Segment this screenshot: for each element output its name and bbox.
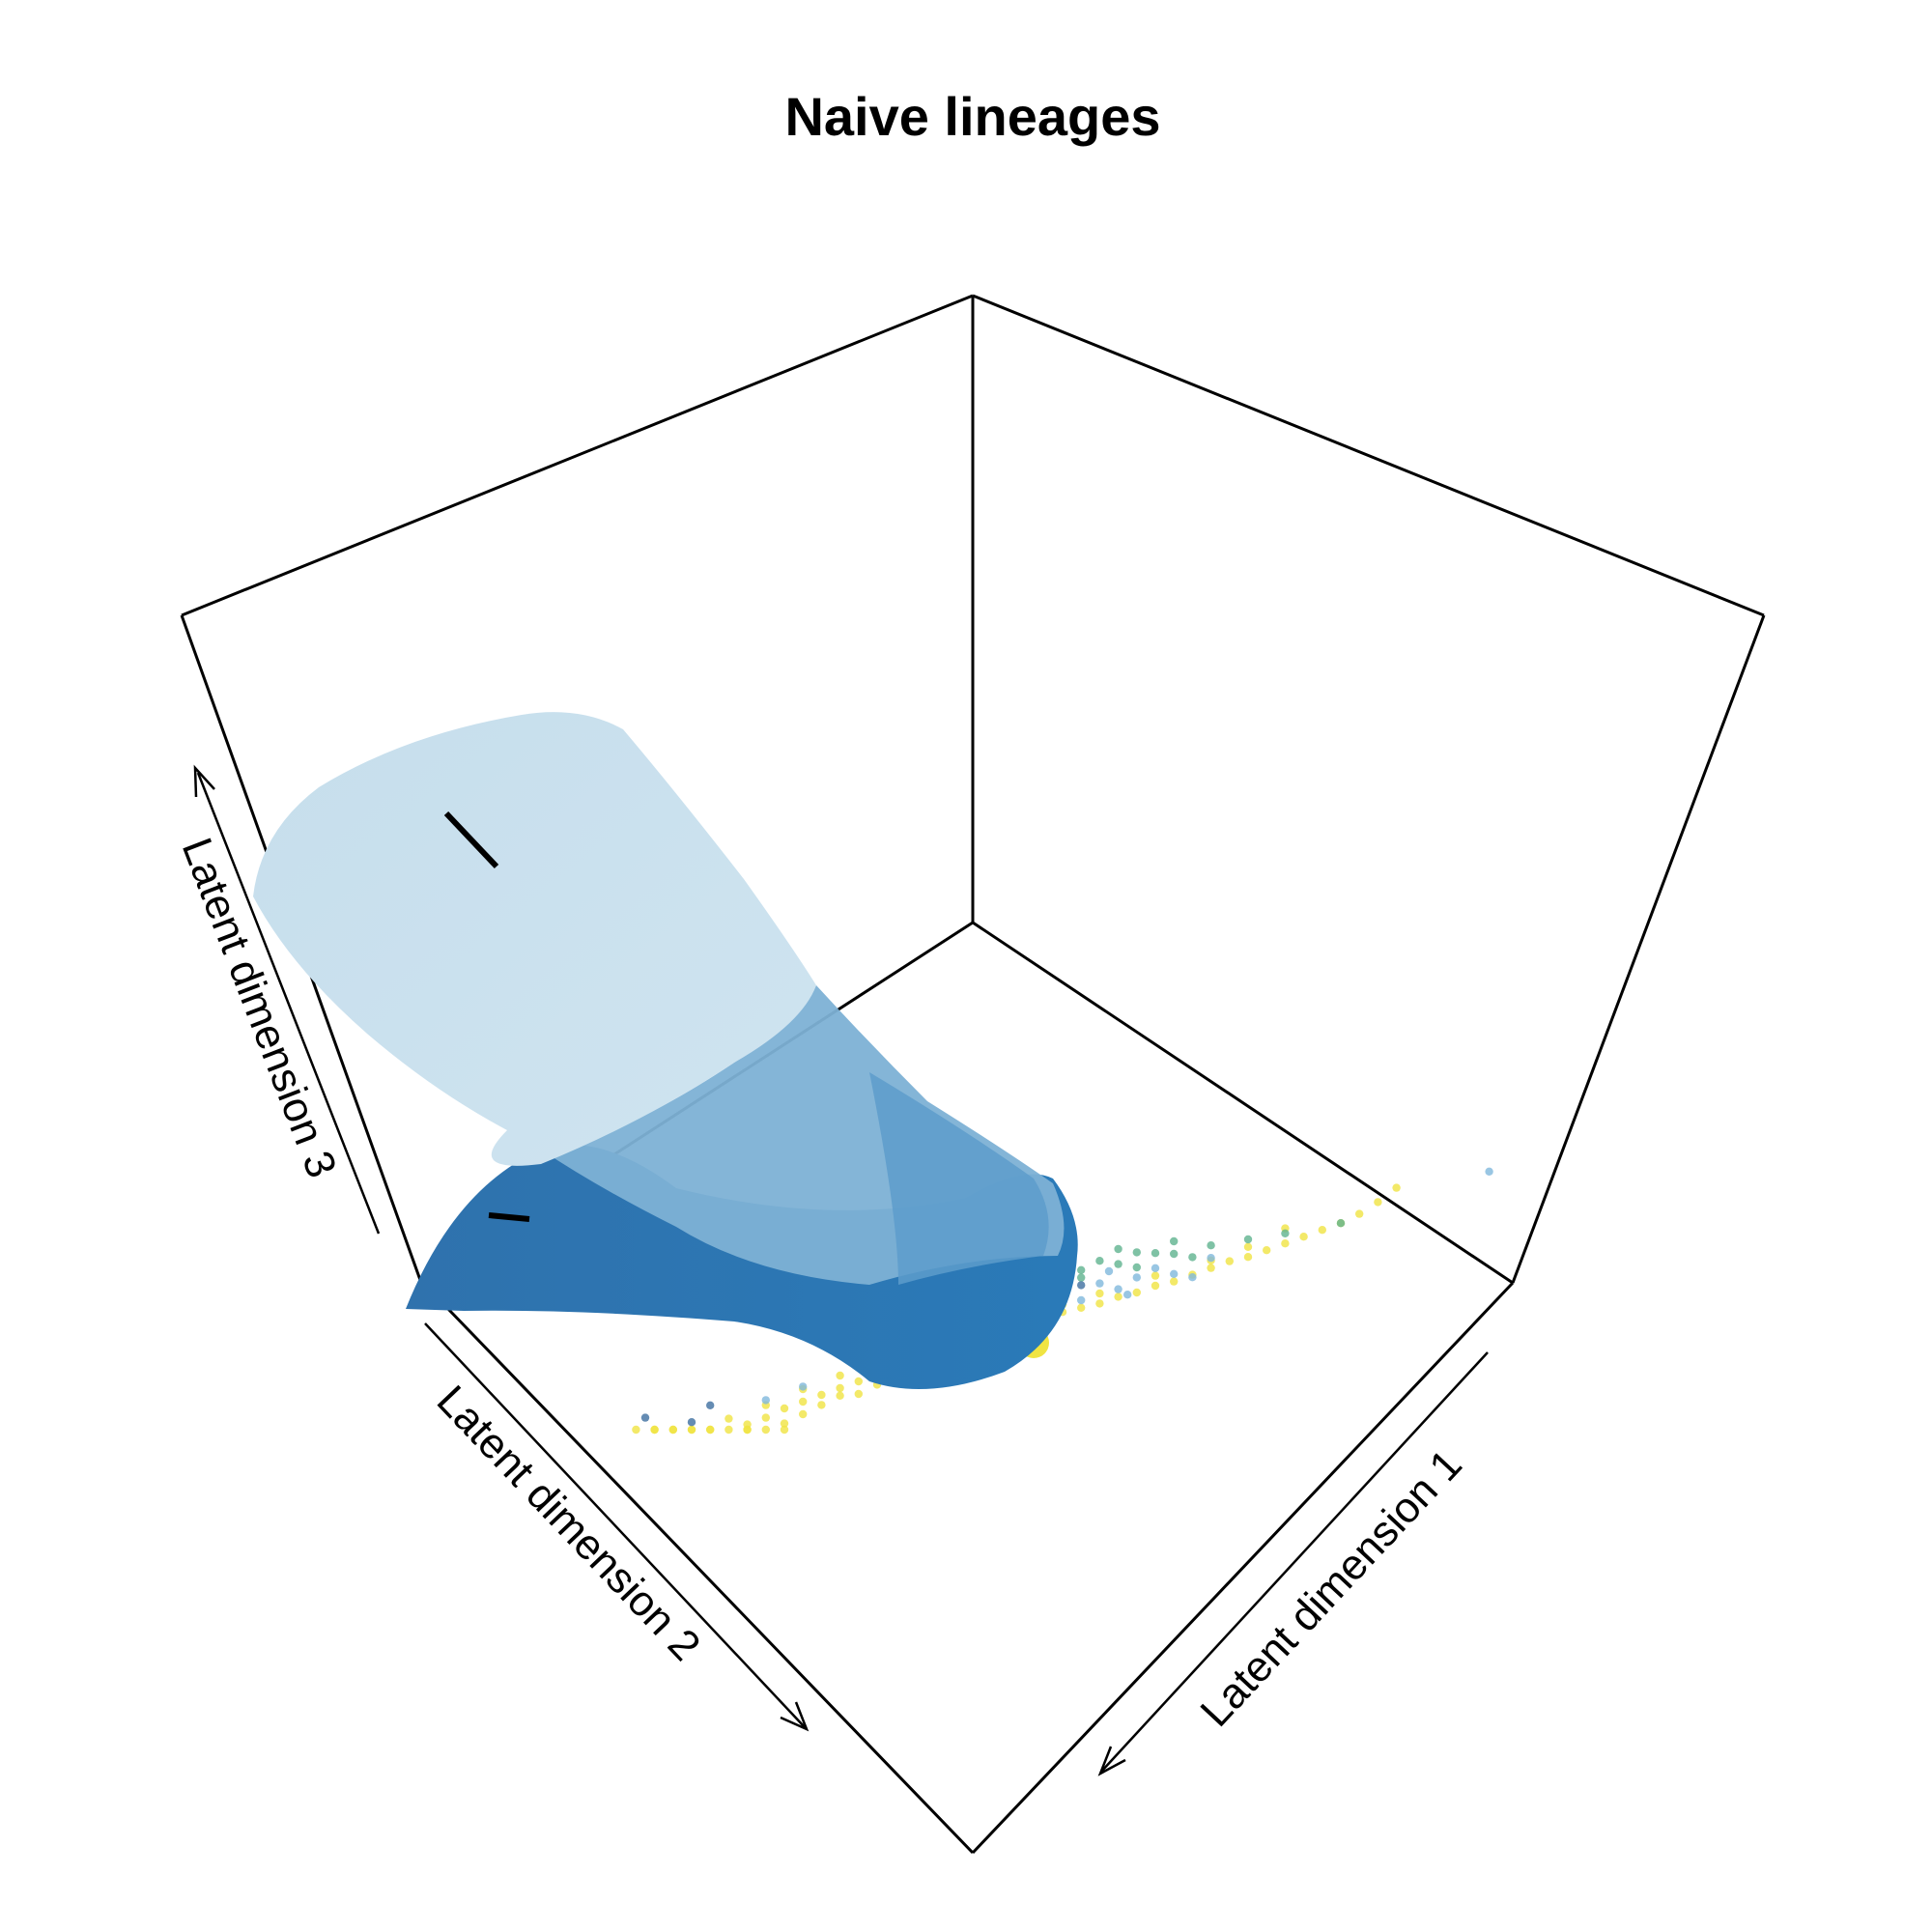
box-edge-top-right [972,294,1765,617]
box-edge-front-left-floor [418,1278,975,1855]
scatter-point [836,1391,844,1401]
chart-title: Naive lineages [784,86,1160,147]
scatter-point [1170,1277,1179,1286]
scatter-point [1151,1264,1160,1273]
scatter-point [1170,1249,1179,1259]
scatter-point [1114,1244,1122,1254]
scatter-point [1243,1253,1253,1262]
scatter-point [1123,1291,1132,1299]
axis-arrowhead-z [193,764,215,798]
scatter-point [724,1414,733,1423]
scatter-point [1281,1239,1290,1248]
scatter-point [780,1404,789,1413]
scatter-point [1077,1295,1086,1305]
box-edge-right-vertical [1511,614,1766,1284]
axis-arrow-x [1100,1351,1489,1773]
scatter-point [1207,1264,1215,1272]
scatter-point [1355,1209,1364,1218]
scatter-point [1299,1233,1308,1241]
scatter-point [1132,1263,1142,1272]
scatter-point [1225,1257,1235,1265]
scatter-point [1114,1293,1122,1301]
scatter-point [817,1401,826,1409]
scatter-point [1243,1242,1253,1252]
scatter-point [1095,1257,1104,1265]
scatter-point [1095,1289,1104,1298]
scatter-point [1077,1303,1086,1313]
scatter-point [780,1419,789,1428]
scatter-point [1132,1248,1142,1257]
scatter-point [650,1425,659,1435]
scatter-point [799,1397,808,1406]
axis-arrowhead-y [780,1701,810,1732]
axis-arrow-y [424,1322,806,1728]
scatter-point [836,1371,844,1380]
scatter-point [640,1413,650,1422]
scatter-point [1151,1281,1160,1291]
scatter-point [706,1425,715,1435]
scatter-point [761,1413,770,1422]
axis-arrows [193,764,1489,1776]
scatter-point [854,1389,863,1399]
scatter-point [836,1383,844,1393]
scatter-point [1318,1226,1327,1235]
scatter-point [668,1425,677,1435]
scatter-point [1077,1281,1086,1290]
scatter-point [1392,1183,1401,1192]
scatter-point [1077,1273,1086,1282]
scatter-point [1132,1273,1142,1282]
axis-label-y: Latent dimension 2 [428,1377,709,1669]
scatter-point [1151,1271,1160,1280]
tube-tick-upper [443,810,499,869]
scatter-point [1336,1219,1346,1228]
scatter-point [817,1390,826,1400]
axis-arrowhead-x [1097,1746,1126,1776]
scatter-point [1485,1167,1493,1177]
scatter-point [1243,1235,1253,1244]
scatter-point [1207,1254,1215,1263]
scatter-point [780,1425,789,1435]
axis-label-x: Latent dimension 1 [1191,1440,1470,1735]
scatter-point [1095,1299,1104,1308]
axis-arrow-z [196,772,381,1235]
scatter-point [687,1418,696,1427]
scatter-point [687,1425,696,1435]
box-edge-back-right-floor [972,921,1514,1285]
scatter-point [761,1396,770,1405]
scatter-point [1151,1249,1160,1258]
scatter-point [1114,1285,1122,1293]
scatter-point [743,1425,752,1435]
scatter-point [1104,1266,1114,1276]
box-edge-top-left [181,294,974,617]
lineage-tube-mid-shade [869,1072,1049,1285]
lineage-tubes [253,712,1078,1389]
scatter-point [1188,1273,1197,1282]
scatter-point [1207,1241,1215,1250]
scatter-point [799,1382,808,1391]
scatter-point [761,1425,770,1435]
scatter-point [632,1425,640,1435]
lineage-tube-light [253,712,816,1166]
tube-tick-lower [488,1212,530,1222]
scatter-point [724,1425,733,1435]
scatter-point [1263,1246,1271,1255]
scatter-point [1170,1269,1179,1279]
scatter-point [1281,1229,1290,1238]
scatter-point [1114,1260,1122,1268]
scatter-point [1374,1198,1382,1207]
scatter-point [1188,1253,1197,1262]
scatter-point [706,1401,715,1410]
scatter-point [1132,1288,1142,1297]
box-edge-front-right-floor [971,1281,1515,1855]
scatter-point [854,1377,863,1386]
scatter-point [1077,1265,1086,1275]
lineage-tube-dark [406,1145,1078,1389]
scatter-point [1095,1279,1104,1288]
scatter-point [1170,1236,1179,1246]
scatter-point [799,1409,808,1419]
